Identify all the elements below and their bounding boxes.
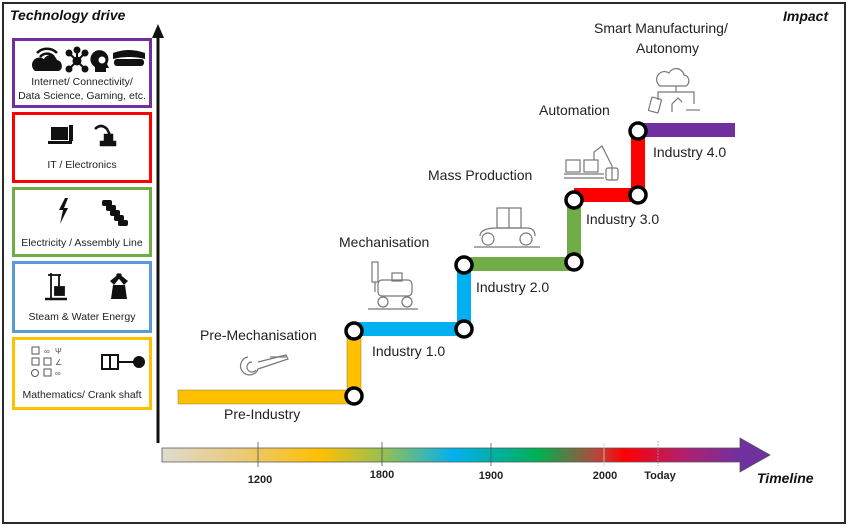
stage-era-pre-industry: Pre-Industry bbox=[224, 406, 301, 422]
stage-nodes bbox=[344, 121, 648, 406]
segment-pre-industry bbox=[177, 389, 355, 405]
stage-impact-mass-production: Mass Production bbox=[428, 167, 533, 183]
node-7 bbox=[628, 185, 648, 205]
stage-impact-smart-manufacturing-line2: Autonomy bbox=[636, 40, 700, 56]
tick-label-1900: 1900 bbox=[478, 470, 504, 482]
tick-label-today: Today bbox=[644, 470, 676, 482]
stage-era-industry-1: Industry 1.0 bbox=[372, 343, 446, 359]
svg-text:Ψ: Ψ bbox=[55, 347, 62, 356]
svg-text:∠: ∠ bbox=[55, 358, 62, 367]
tech-label-electricity: Electricity / Assembly Line bbox=[21, 237, 143, 249]
tech-box-it: IT / Electronics bbox=[12, 112, 152, 183]
node-5 bbox=[564, 252, 584, 272]
tech-icons-internet bbox=[32, 46, 145, 73]
tick-label-2000: 2000 bbox=[592, 470, 618, 482]
cars-line-icon bbox=[102, 200, 128, 226]
factory-robot-icon bbox=[564, 145, 619, 181]
vintage-car-icon bbox=[474, 207, 540, 248]
segment-industry-1 bbox=[354, 322, 464, 336]
tick-label-1800: 1800 bbox=[369, 469, 395, 481]
segment-industry-3 bbox=[574, 188, 638, 202]
node-4 bbox=[454, 255, 474, 275]
lightning-icon bbox=[59, 198, 68, 224]
tech-box-mathematics: ∞ Ψ ∠ ∞ Mathematics/ Crank shaft bbox=[12, 337, 152, 410]
node-3 bbox=[454, 319, 474, 339]
segment-industry-2 bbox=[464, 257, 574, 271]
stage-segments bbox=[177, 123, 735, 405]
stage-impact-automation: Automation bbox=[539, 102, 610, 118]
smart-cloud-icon bbox=[647, 67, 700, 114]
tech-box-internet: Internet/ Connectivity/ Data Science, Ga… bbox=[12, 38, 152, 108]
stage-impact-pre-mechanisation: Pre-Mechanisation bbox=[200, 327, 317, 343]
robot-arm-icon bbox=[94, 124, 117, 147]
brain-head-icon bbox=[90, 50, 109, 72]
stage-era-industry-4: Industry 4.0 bbox=[653, 144, 727, 160]
wifi-cloud-icon bbox=[32, 47, 62, 71]
tech-icons-it bbox=[48, 124, 117, 147]
vr-headset-icon bbox=[113, 50, 145, 66]
node-1 bbox=[344, 386, 364, 406]
computer-icon bbox=[48, 125, 73, 144]
network-icon bbox=[65, 46, 89, 73]
node-6 bbox=[564, 190, 584, 210]
tech-icons-steam bbox=[45, 273, 128, 301]
tech-icons-electricity bbox=[59, 198, 128, 226]
tech-box-steam: Steam & Water Energy bbox=[12, 261, 152, 333]
steam-locomotive-icon bbox=[368, 261, 418, 310]
stage-era-industry-2: Industry 2.0 bbox=[476, 279, 550, 295]
timeline-arrow bbox=[161, 437, 771, 473]
y-axis-title: Technology drive bbox=[10, 7, 126, 23]
svg-text:∞: ∞ bbox=[44, 347, 50, 356]
steam-engine-icon bbox=[45, 273, 67, 301]
svg-text:∞: ∞ bbox=[55, 369, 61, 378]
tech-label-mathematics: Mathematics/ Crank shaft bbox=[22, 389, 142, 401]
segment-industry-2-rise bbox=[567, 200, 581, 264]
math-symbols-icon: ∞ Ψ ∠ ∞ bbox=[31, 346, 62, 378]
windmill-icon bbox=[110, 273, 128, 299]
node-2 bbox=[344, 321, 364, 341]
tech-label-internet-line1: Internet/ Connectivity/ bbox=[31, 76, 133, 88]
x-axis-title: Timeline bbox=[757, 470, 814, 486]
crank-piston-icon bbox=[101, 354, 145, 370]
segment-industry-1-rise bbox=[457, 265, 471, 329]
hand-crank-icon bbox=[240, 354, 289, 376]
stage-impact-mechanisation: Mechanisation bbox=[339, 234, 430, 250]
tick-label-1200: 1200 bbox=[247, 474, 273, 486]
tech-box-electricity: Electricity / Assembly Line bbox=[12, 187, 152, 257]
impact-title: Impact bbox=[783, 8, 829, 24]
tech-icons-mathematics: ∞ Ψ ∠ ∞ bbox=[31, 346, 145, 378]
segment-industry-3-rise bbox=[631, 131, 645, 195]
stage-impact-smart-manufacturing-line1: Smart Manufacturing/ bbox=[594, 20, 728, 36]
node-8 bbox=[628, 121, 648, 141]
tech-label-it: IT / Electronics bbox=[47, 159, 117, 171]
stage-era-industry-3: Industry 3.0 bbox=[586, 211, 660, 227]
tech-label-internet-line2: Data Science, Gaming, etc. bbox=[18, 90, 146, 102]
tech-label-steam: Steam & Water Energy bbox=[28, 311, 136, 323]
technology-axis-arrow bbox=[152, 24, 164, 443]
segment-industry-4 bbox=[638, 123, 735, 137]
